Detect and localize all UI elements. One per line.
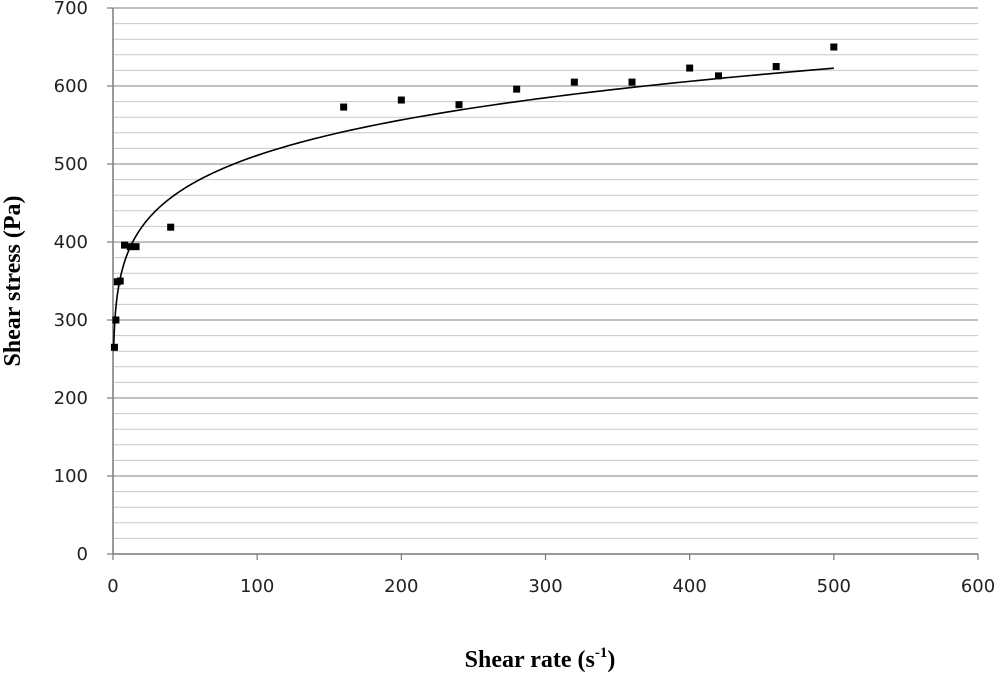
x-tick-label: 300 <box>528 576 562 597</box>
y-tick-label: 300 <box>54 310 88 331</box>
x-tick-label: 0 <box>107 576 118 597</box>
data-point <box>132 243 140 251</box>
data-point <box>167 223 175 231</box>
data-point <box>397 96 405 104</box>
data-points <box>110 43 838 351</box>
y-tick-label: 600 <box>54 76 88 97</box>
y-axis-title: Shear stress (Pa) <box>0 195 26 366</box>
x-tick-label: 500 <box>817 576 851 597</box>
y-tick-label: 500 <box>54 154 88 175</box>
data-point <box>686 64 694 72</box>
power-trendline <box>112 67 834 347</box>
data-point <box>116 277 124 285</box>
data-point <box>513 85 521 93</box>
data-point <box>340 103 348 111</box>
data-point <box>830 43 838 51</box>
major-gridlines <box>113 7 978 477</box>
y-tick-label: 400 <box>54 232 88 253</box>
data-point <box>570 78 578 86</box>
x-tick-labels: 0 100 200 300 400 500 600 <box>107 554 995 597</box>
data-point <box>715 72 722 80</box>
x-tick-label: 100 <box>240 576 274 597</box>
x-axis-title: Shear rate (s-1) <box>465 645 616 673</box>
data-point <box>455 101 463 109</box>
x-axis-title-superscript: -1 <box>595 645 608 661</box>
x-axis-title-tail: ) <box>607 647 615 673</box>
data-point <box>110 343 118 351</box>
y-tick-labels: 0 100 200 300 400 500 600 700 <box>54 0 113 565</box>
data-point <box>112 316 120 324</box>
y-tick-label: 700 <box>54 0 88 19</box>
data-point <box>628 78 636 86</box>
y-tick-label: 100 <box>54 466 88 487</box>
y-tick-label: 0 <box>77 544 88 565</box>
x-axis-title-base: Shear rate (s <box>465 647 595 673</box>
data-point <box>121 241 129 249</box>
data-point <box>126 243 134 251</box>
x-tick-label: 600 <box>961 576 995 597</box>
x-tick-label: 200 <box>384 576 418 597</box>
data-point <box>772 63 780 70</box>
x-tick-label: 400 <box>672 576 706 597</box>
minor-gridlines <box>113 23 978 539</box>
y-tick-label: 200 <box>54 388 88 409</box>
